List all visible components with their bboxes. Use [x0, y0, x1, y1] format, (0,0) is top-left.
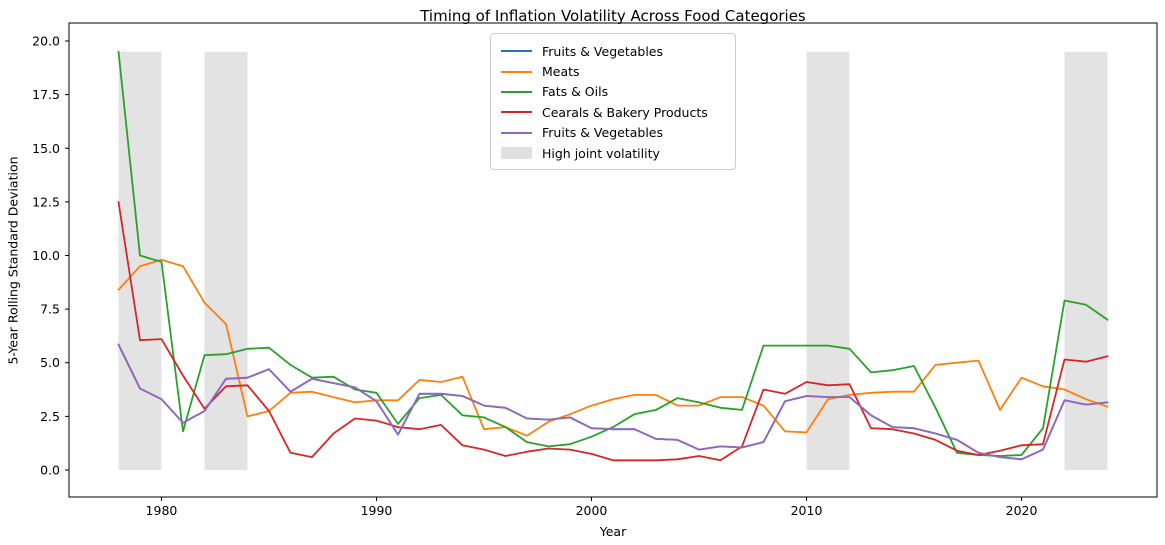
y-tick-label: 0.0 — [40, 462, 60, 477]
legend-patch-swatch — [501, 147, 532, 160]
legend-item: Fruits & Vegetables — [501, 123, 725, 143]
y-tick-label: 20.0 — [32, 34, 60, 49]
legend-label: Fruits & Vegetables — [542, 125, 663, 141]
x-tick-label: 2000 — [576, 503, 608, 518]
series-line — [117, 258, 1109, 437]
legend-label: Fruits & Vegetables — [542, 43, 663, 59]
high-joint-volatility-band — [1064, 51, 1108, 470]
x-axis-label: Year — [599, 524, 627, 539]
x-tick-label: 1990 — [361, 503, 393, 518]
legend-label: Cearals & Bakery Products — [542, 104, 708, 120]
y-axis-label: 5-Year Rolling Standard Deviation — [5, 156, 21, 365]
axes-spines — [68, 22, 1158, 498]
legend-label: High joint volatility — [542, 145, 660, 161]
series-line — [117, 50, 1109, 457]
x-tick-label: 2010 — [791, 503, 823, 518]
series-line — [117, 200, 1109, 462]
y-tick-label: 10.0 — [32, 248, 60, 263]
legend-label: Meats — [542, 64, 580, 80]
legend-item: High joint volatility — [501, 143, 725, 163]
legend-line-swatch — [501, 90, 532, 93]
legend-item: Fats & Oils — [501, 82, 725, 102]
high-joint-volatility-band — [204, 51, 248, 470]
y-tick-label: 7.5 — [40, 302, 60, 317]
series-line — [117, 343, 1109, 461]
legend-line-swatch — [501, 70, 532, 73]
legend-line-swatch — [501, 131, 532, 134]
y-tick-label: 2.5 — [40, 409, 60, 424]
y-tick-label: 17.5 — [32, 87, 60, 102]
x-tick-label: 2020 — [1006, 503, 1038, 518]
legend-item: Cearals & Bakery Products — [501, 102, 725, 122]
chart-title: Timing of Inflation Volatility Across Fo… — [420, 7, 806, 25]
legend-item: Fruits & Vegetables — [501, 41, 725, 61]
y-tick-label: 5.0 — [40, 355, 60, 370]
legend-label: Fats & Oils — [542, 84, 609, 100]
high-joint-volatility-band — [806, 51, 850, 470]
y-tick-label: 15.0 — [32, 141, 60, 156]
x-tick-label: 1980 — [146, 503, 178, 518]
legend-line-swatch — [501, 50, 532, 53]
legend-item: Meats — [501, 61, 725, 81]
legend: Fruits & Vegetables Meats Fats & Oils Ceara… — [490, 33, 736, 171]
y-tick-label: 12.5 — [32, 194, 60, 209]
legend-line-swatch — [501, 111, 532, 114]
